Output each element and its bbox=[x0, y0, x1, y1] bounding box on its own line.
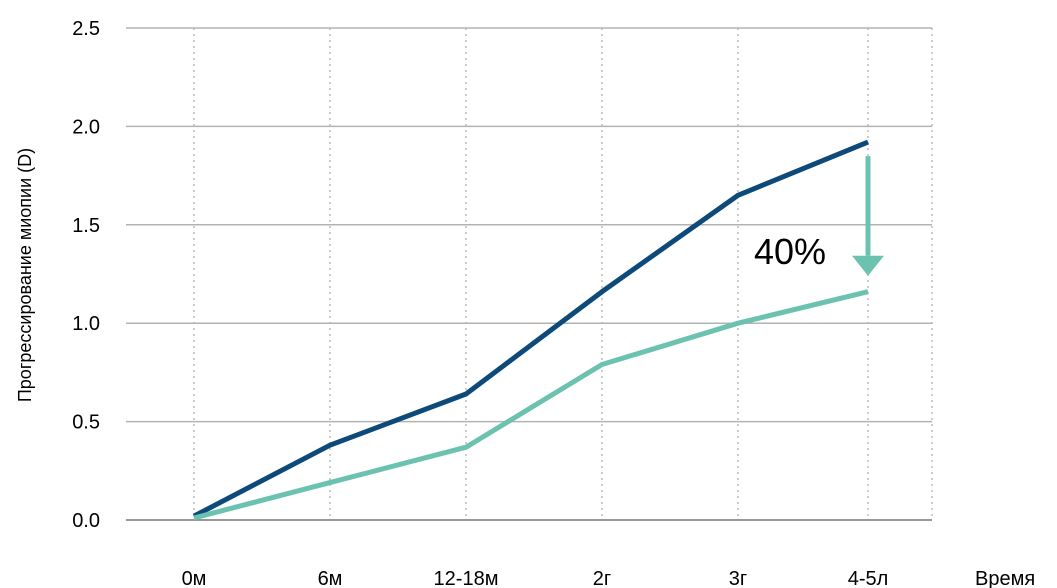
reduction-label: 40% bbox=[754, 231, 826, 272]
x-tick-label: 6м bbox=[318, 568, 343, 588]
y-tick-labels: 0.0 0.5 1.0 1.5 2.0 2.5 bbox=[72, 18, 100, 532]
y-tick-label: 0.5 bbox=[72, 412, 100, 434]
x-tick-labels: 0м 6м 12-18м 2г 3г 4-5л bbox=[182, 568, 889, 588]
y-tick-label: 1.0 bbox=[72, 313, 100, 335]
x-tick-label: 0м bbox=[182, 568, 207, 588]
vertical-gridlines bbox=[193, 28, 933, 520]
horizontal-gridlines bbox=[126, 27, 932, 521]
reduction-arrow-head bbox=[852, 255, 884, 276]
x-axis-title: Время bbox=[975, 568, 1035, 588]
y-tick-label: 1.5 bbox=[72, 215, 100, 237]
series-lines bbox=[192, 139, 869, 521]
series-line-1 bbox=[192, 139, 869, 519]
y-tick-label: 2.5 bbox=[72, 18, 100, 40]
y-axis-title: Прогрессирование миопии (D) bbox=[15, 148, 35, 402]
reduction-annotation: 40% bbox=[754, 156, 884, 276]
x-tick-label: 2г bbox=[593, 568, 611, 588]
y-tick-label: 0.0 bbox=[72, 510, 100, 532]
x-tick-label: 4-5л bbox=[848, 568, 889, 588]
series-line-2 bbox=[193, 289, 869, 521]
y-tick-label: 2.0 bbox=[72, 116, 100, 138]
x-tick-label: 3г bbox=[729, 568, 747, 588]
x-tick-label: 12-18м bbox=[434, 568, 499, 588]
